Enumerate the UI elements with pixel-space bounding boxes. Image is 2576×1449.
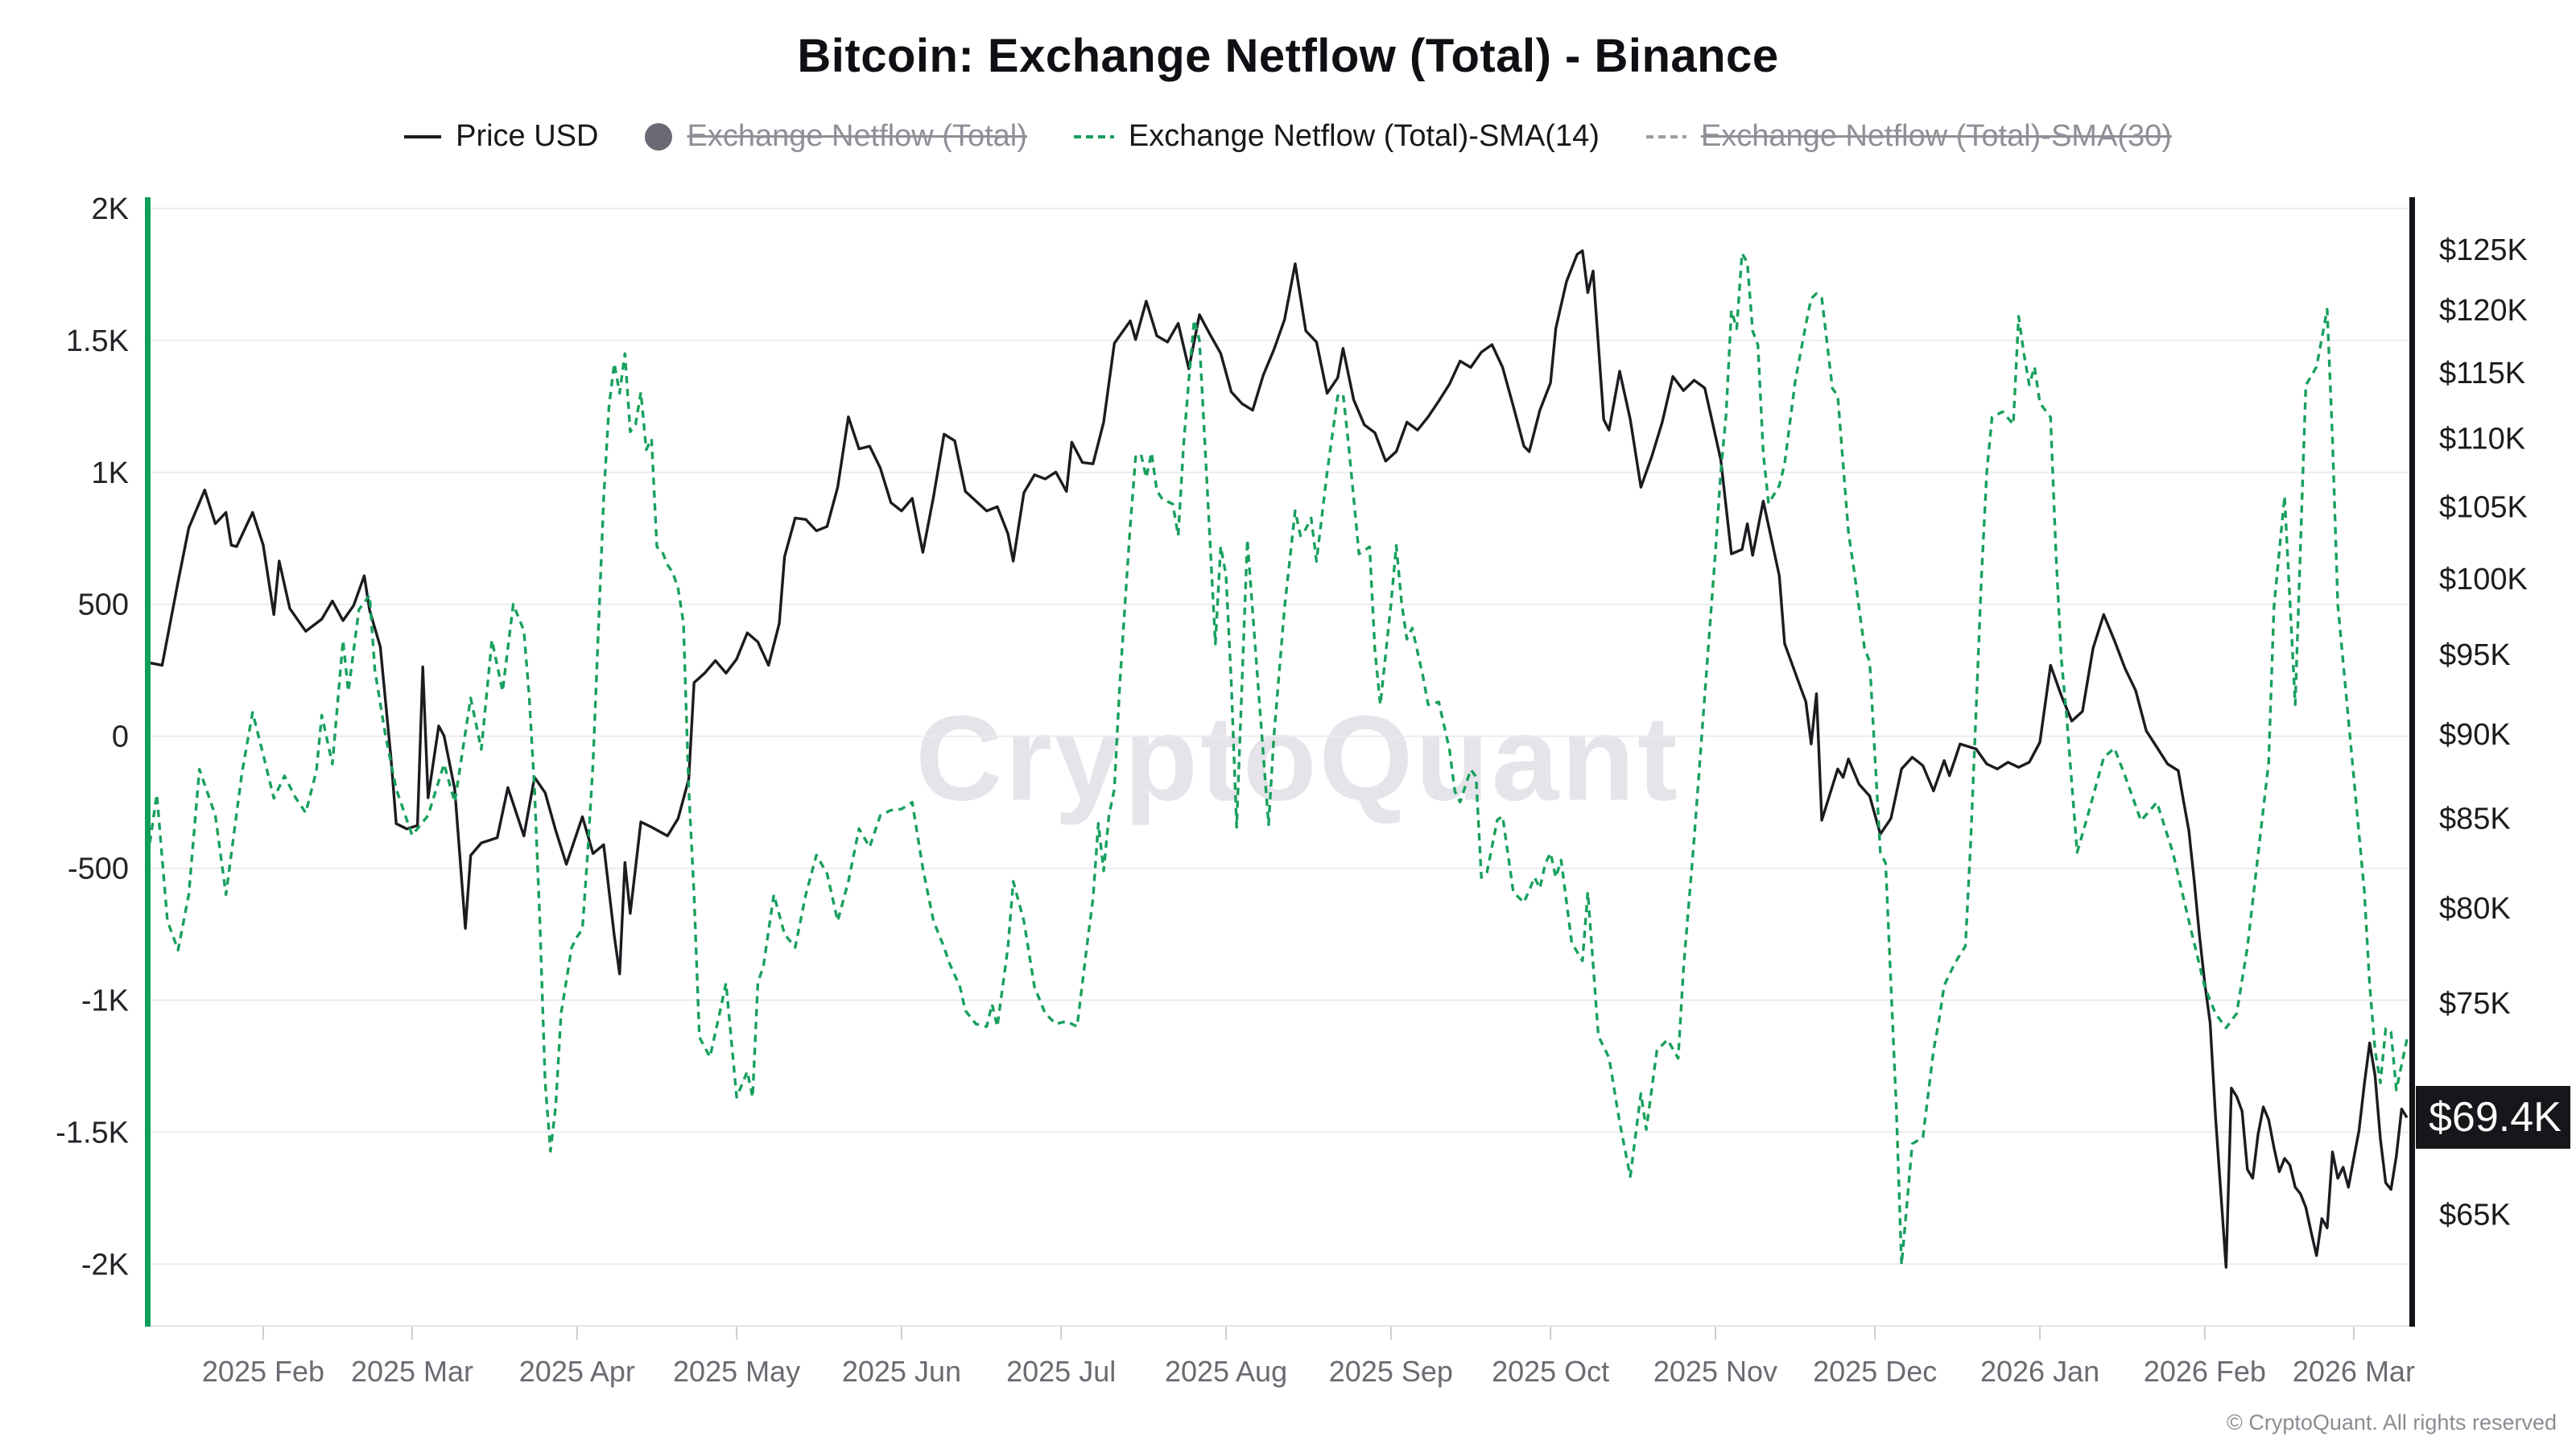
x-tick-label: 2025 Apr <box>519 1355 635 1388</box>
x-tick <box>1550 1327 1552 1340</box>
x-tick-label: 2026 Mar <box>2293 1355 2415 1388</box>
right-axis-tick-label: $95K <box>2439 638 2511 672</box>
legend-label: Exchange Netflow (Total)-SMA(30) <box>1700 119 2172 153</box>
x-tick <box>1060 1327 1063 1340</box>
x-axis-line <box>145 1325 2415 1327</box>
right-axis-tick-label: $105K <box>2439 490 2528 524</box>
sma14-dash-swatch-icon <box>1073 134 1114 138</box>
x-tick-label: 2025 Jun <box>842 1355 961 1388</box>
x-tick-label: 2025 Mar <box>351 1355 473 1388</box>
x-tick-label: 2025 Feb <box>202 1355 324 1388</box>
x-tick-label: 2025 Aug <box>1165 1355 1287 1388</box>
right-axis-tick-label: $115K <box>2439 357 2525 390</box>
left-axis-tick-label: -1.5K <box>56 1116 129 1150</box>
x-tick <box>1225 1327 1228 1340</box>
right-axis-tick-label: $65K <box>2439 1198 2511 1232</box>
right-axis-tick-label: $110K <box>2439 422 2525 456</box>
netflow-circle-swatch-icon <box>645 122 673 151</box>
page-title: Bitcoin: Exchange Netflow (Total) - Bina… <box>797 30 1779 82</box>
legend: Price USD Exchange Netflow (Total) Excha… <box>0 119 2576 154</box>
x-tick-label: 2025 Oct <box>1492 1355 1609 1388</box>
x-tick-label: 2025 Dec <box>1813 1355 1937 1388</box>
left-axis-tick-label: -1K <box>81 984 129 1018</box>
legend-item-price-usd[interactable]: Price USD <box>404 119 598 154</box>
copyright-footer: © CryptoQuant. All rights reserved <box>2226 1410 2557 1435</box>
x-tick-label: 2025 Nov <box>1653 1355 1777 1388</box>
series-price-usd <box>146 249 2409 1269</box>
left-axis-tick-label: -2K <box>81 1248 129 1282</box>
right-axis-tick-label: $80K <box>2439 892 2511 926</box>
legend-label: Exchange Netflow (Total)-SMA(14) <box>1128 119 1600 153</box>
series-netflow-sma14 <box>144 252 2409 1266</box>
x-tick <box>1389 1327 1392 1340</box>
right-axis-tick-label: $100K <box>2439 563 2528 597</box>
left-axis-tick-label: -500 <box>68 852 129 886</box>
left-axis-tick-label: 1K <box>92 456 129 490</box>
x-tick <box>1714 1327 1716 1340</box>
x-tick <box>576 1327 578 1340</box>
x-tick <box>2352 1327 2355 1340</box>
x-tick <box>900 1327 902 1340</box>
x-tick-label: 2026 Jan <box>1980 1355 2099 1388</box>
left-axis-tick-label: 2K <box>92 192 129 226</box>
legend-item-netflow-sma14[interactable]: Exchange Netflow (Total)-SMA(14) <box>1073 119 1600 154</box>
legend-label: Exchange Netflow (Total) <box>687 119 1027 153</box>
x-tick-label: 2025 Jul <box>1006 1355 1116 1388</box>
x-tick-label: 2025 Sep <box>1329 1355 1453 1388</box>
x-tick-label: 2025 May <box>673 1355 800 1388</box>
x-tick <box>411 1327 413 1340</box>
x-tick-label: 2026 Feb <box>2144 1355 2266 1388</box>
right-axis-tick-label: $125K <box>2439 233 2528 267</box>
left-axis-tick-label: 0 <box>112 720 129 754</box>
left-axis-tick-label: 1.5K <box>66 324 129 358</box>
legend-item-exchange-netflow-total[interactable]: Exchange Netflow (Total) <box>645 119 1027 154</box>
right-axis-tick-label: $120K <box>2439 294 2528 328</box>
right-axis-tick-label: $75K <box>2439 987 2511 1021</box>
left-axis-tick-label: 500 <box>78 588 129 622</box>
x-tick <box>736 1327 738 1340</box>
price-line-swatch-icon <box>404 134 442 138</box>
right-axis-spine <box>2409 197 2415 1327</box>
right-axis-tick-label: $90K <box>2439 718 2511 752</box>
legend-label: Price USD <box>456 119 599 153</box>
left-axis-spine <box>145 197 151 1327</box>
x-tick <box>1874 1327 1876 1340</box>
x-tick <box>2039 1327 2041 1340</box>
right-axis-tick-label: $85K <box>2439 803 2511 836</box>
last-price-badge: $69.4K <box>2416 1086 2570 1150</box>
legend-item-netflow-sma30[interactable]: Exchange Netflow (Total)-SMA(30) <box>1645 119 2172 154</box>
cryptoquant-watermark: CryptoQuant <box>915 690 1680 826</box>
x-tick <box>262 1327 264 1340</box>
x-tick <box>2203 1327 2206 1340</box>
sma30-dash-swatch-icon <box>1645 134 1686 138</box>
